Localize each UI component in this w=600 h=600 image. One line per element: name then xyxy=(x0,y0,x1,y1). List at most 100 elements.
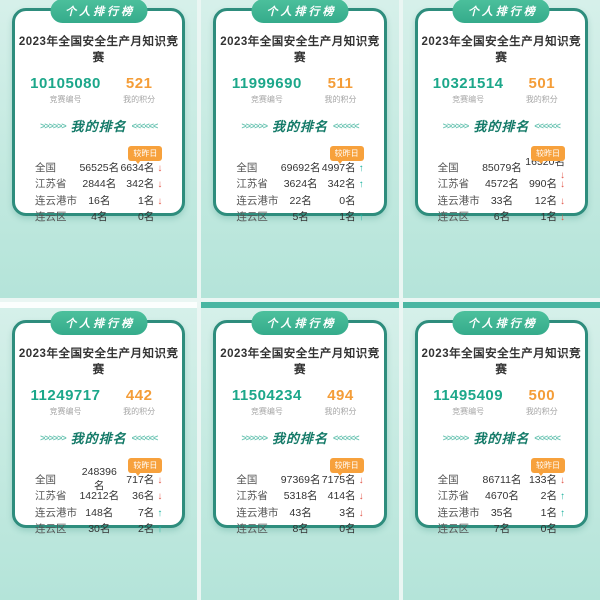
leaderboard-card: 个人排行榜 2023年全国安全生产月知识竞赛 11504234 竞赛编号 494… xyxy=(213,311,387,535)
rank-row-province: 江苏省 2844名 342名 ↓ xyxy=(35,176,162,193)
my-score-label: 我的积分 xyxy=(324,407,357,416)
rank-value: 22名 xyxy=(289,194,312,207)
ranking-table: 全国 86711名 133名 ↓ 江苏省 4670名 2名 ↑ 连云港市 35名 1… xyxy=(418,468,585,537)
rank-row-district: 连云区 7名 0名 xyxy=(438,521,565,538)
region-label: 连云港市 xyxy=(437,506,480,519)
compare-yesterday-badge: 较昨日 xyxy=(128,458,163,476)
rank-value: 5名 xyxy=(292,211,309,224)
my-score: 500 xyxy=(528,387,556,404)
chevrons-left-icon: <<<<<< xyxy=(333,432,360,443)
change-value: 990名 ↓ xyxy=(528,178,565,191)
my-score: 521 xyxy=(125,75,153,92)
rank-value: 16名 xyxy=(88,194,111,207)
top-strip-decoration xyxy=(201,302,399,308)
rank-row-national: 全国 86711名 133名 ↓ xyxy=(438,471,565,488)
rank-value: 86711名 xyxy=(482,473,522,486)
chevrons-left-icon: <<<<<< xyxy=(534,120,561,131)
rank-value: 97369名 xyxy=(280,473,321,486)
rank-value: 4名 xyxy=(91,211,108,224)
region-label: 连云区 xyxy=(437,211,470,224)
trend-arrow-icon: ↓ xyxy=(358,474,364,486)
trend-arrow-icon: ↑ xyxy=(559,507,565,519)
competition-id-block: 10321514 竞赛编号 xyxy=(428,75,509,105)
competition-title: 2023年全国安全生产月知识竞赛 xyxy=(421,348,582,376)
rank-row-city: 连云港市 33名 12名 ↓ xyxy=(438,192,565,209)
trend-arrow-icon: ↑ xyxy=(559,491,565,503)
change-value: 3名 ↓ xyxy=(339,506,364,519)
change-value: 0名 xyxy=(137,211,155,224)
stats-row: 11504234 竞赛编号 494 我的积分 xyxy=(216,377,383,417)
leaderboard-card: 个人排行榜 2023年全国安全生产月知识竞赛 10105080 竞赛编号 521… xyxy=(12,0,186,223)
change-value: 414名 ↓ xyxy=(327,490,364,503)
trend-arrow-icon: ↓ xyxy=(157,179,163,191)
personal-ranking-badge: 个人排行榜 xyxy=(452,311,550,335)
rank-value: 5318名 xyxy=(283,490,318,503)
region-label: 连云区 xyxy=(236,523,268,536)
chevrons-left-icon: <<<<<< xyxy=(131,120,159,131)
my-score: 501 xyxy=(528,75,556,92)
leaderboard-card: 个人排行榜 2023年全国安全生产月知识竞赛 11249717 竞赛编号 442… xyxy=(12,311,186,535)
score-block: 494 我的积分 xyxy=(307,387,373,417)
rank-row-district: 连云区 8名 0名 xyxy=(236,521,363,538)
compare-yesterday-badge: 较昨日 xyxy=(128,146,163,164)
rank-value: 30名 xyxy=(88,523,111,536)
rank-row-national: 全国 56525名 6634名 ↓ xyxy=(35,159,162,176)
compare-yesterday-badge: 较昨日 xyxy=(530,458,565,476)
my-ranking-heading: >>>>>> 我的排名 <<<<<< xyxy=(418,428,585,447)
competition-title: 2023年全国安全生产月知识竞赛 xyxy=(220,348,380,376)
personal-ranking-badge: 个人排行榜 xyxy=(50,311,148,335)
change-value: 2名 ↑ xyxy=(137,523,163,536)
competition-title: 2023年全国安全生产月知识竞赛 xyxy=(421,36,582,64)
ranking-table: 全国 69692名 4997名 ↑ 江苏省 3624名 342名 ↑ 连云港市 22… xyxy=(216,156,383,225)
region-label: 连云港市 xyxy=(35,194,77,207)
my-ranking-title: 我的排名 xyxy=(473,119,530,134)
rank-row-province: 江苏省 3624名 342名 ↑ xyxy=(236,176,363,193)
rank-row-district: 连云区 6名 1名 ↓ xyxy=(438,209,565,226)
trend-arrow-icon: ↓ xyxy=(559,169,565,181)
score-block: 442 我的积分 xyxy=(106,387,172,417)
competition-id-block: 10105080 竞赛编号 xyxy=(25,75,106,105)
compare-badge-wrap: 较昨日 xyxy=(15,455,182,476)
my-score: 511 xyxy=(327,75,354,92)
leaderboard-screenshot-cell: 个人排行榜 2023年全国安全生产月知识竞赛 11249717 竞赛编号 442… xyxy=(0,302,198,600)
trend-arrow-icon: ↑ xyxy=(157,507,163,519)
change-value: 1名 ↑ xyxy=(339,211,364,224)
change-value: 6634名 ↓ xyxy=(120,161,163,174)
stats-row: 10321514 竞赛编号 501 我的积分 xyxy=(418,65,585,105)
rank-value: 7名 xyxy=(493,523,511,536)
change-value: 7名 ↑ xyxy=(137,506,163,519)
rank-row-district: 连云区 5名 1名 ↑ xyxy=(236,209,363,226)
my-score: 494 xyxy=(327,387,354,404)
chevrons-right-icon: >>>>>> xyxy=(241,120,268,131)
my-ranking-title: 我的排名 xyxy=(70,431,127,446)
chevrons-right-icon: >>>>>> xyxy=(241,432,268,443)
rank-value: 3624名 xyxy=(283,178,318,191)
change-value: 342名 ↓ xyxy=(126,178,163,191)
competition-id-label: 竞赛编号 xyxy=(49,95,82,104)
rank-row-province: 江苏省 4670名 2名 ↑ xyxy=(438,488,565,505)
region-label: 连云区 xyxy=(437,523,470,536)
change-value: 1名 ↑ xyxy=(540,506,565,519)
rank-row-national: 全国 69692名 4997名 ↑ xyxy=(236,159,363,176)
trend-arrow-icon: ↑ xyxy=(358,212,364,224)
top-strip-decoration xyxy=(0,302,198,308)
rank-value: 6名 xyxy=(493,211,511,224)
compare-badge-wrap: 较昨日 xyxy=(418,143,585,164)
compare-yesterday-badge: 较昨日 xyxy=(530,146,565,164)
region-label: 江苏省 xyxy=(35,490,67,503)
competition-id: 11495409 xyxy=(433,387,504,404)
competition-id: 11999690 xyxy=(231,75,302,92)
change-value: 1名 ↓ xyxy=(137,194,163,207)
region-label: 全国 xyxy=(236,473,258,486)
my-ranking-heading: >>>>>> 我的排名 <<<<<< xyxy=(15,116,182,135)
leaderboard-card: 个人排行榜 2023年全国安全生产月知识竞赛 11999690 竞赛编号 511… xyxy=(213,0,387,223)
competition-id: 10105080 xyxy=(30,75,101,92)
ranking-table: 全国 97369名 7175名 ↓ 江苏省 5318名 414名 ↓ 连云港市 43… xyxy=(216,468,383,537)
rank-value: 248396名 xyxy=(81,465,117,492)
competition-id: 10321514 xyxy=(432,75,504,92)
rank-row-national: 全国 248396名 717名 ↓ xyxy=(35,466,162,492)
change-value: 36名 ↓ xyxy=(132,490,163,503)
stats-row: 11495409 竞赛编号 500 我的积分 xyxy=(418,377,585,417)
my-ranking-heading: >>>>>> 我的排名 <<<<<< xyxy=(418,116,585,135)
compare-badge-wrap: 较昨日 xyxy=(216,143,383,164)
